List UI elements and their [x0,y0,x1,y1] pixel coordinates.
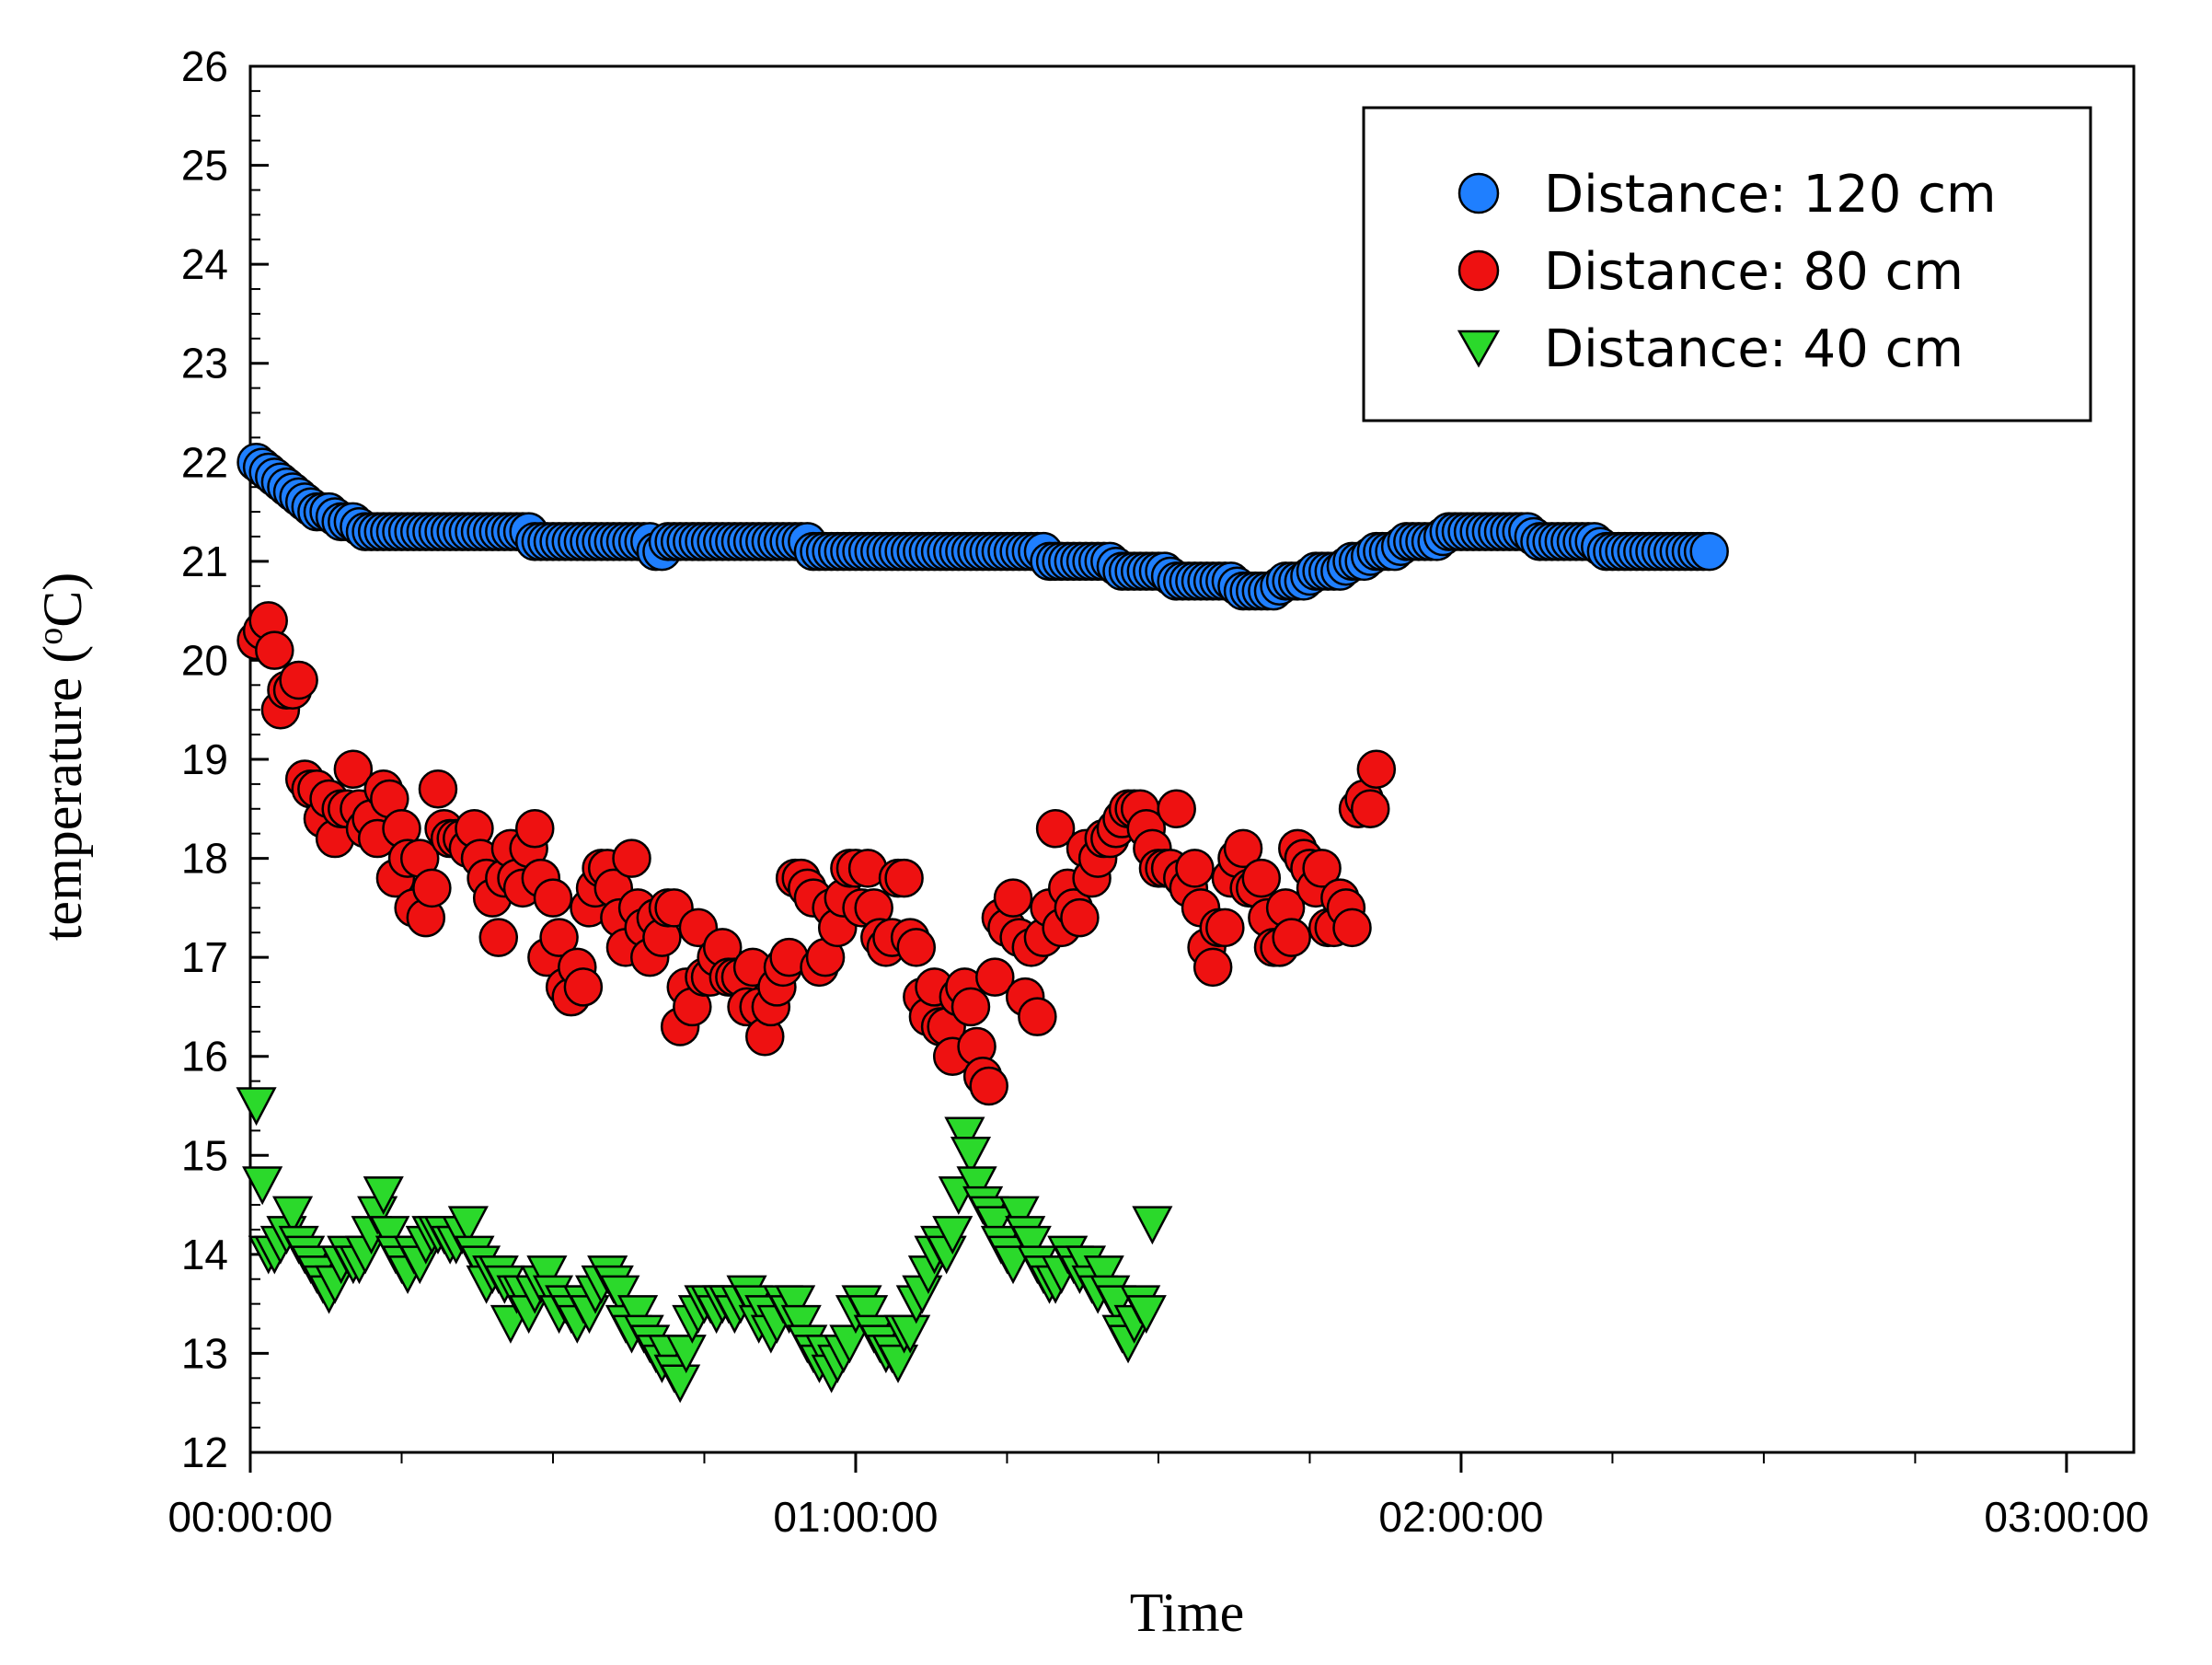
point-80cm [975,957,1015,997]
y-tick-label: 25 [181,142,228,190]
point-80cm [1332,908,1372,948]
y-tick-label: 13 [181,1329,228,1377]
legend-label-120cm: Distance: 120 cm [1544,165,1997,225]
x-axis-title: Time [1130,1582,1245,1643]
y-tick-label: 17 [181,933,228,981]
legend-label-40cm: Distance: 40 cm [1544,319,1964,379]
y-tick-label: 26 [181,42,228,90]
point-40cm [1010,1225,1052,1265]
x-tick-label: 02:00:00 [1378,1493,1543,1541]
legend-marker-80cm [1457,249,1500,292]
point-40cm [1132,1206,1173,1245]
point-80cm [1060,897,1100,938]
point-40cm [526,1255,568,1295]
y-tick-label: 14 [181,1231,228,1278]
point-40cm [271,1196,314,1235]
y-tick-label: 22 [181,438,228,486]
legend-marker-40cm [1457,330,1501,368]
y-tick-label: 19 [181,735,228,783]
x-tick-label: 03:00:00 [1984,1493,2149,1541]
point-40cm [242,1166,283,1206]
y-axis: 12 13 14 15 16 17 18 19 20 21 22 23 24 25 26 [181,42,269,1476]
point-40cm [829,1324,870,1364]
point-40cm [890,1314,931,1354]
point-80cm [884,858,924,898]
point-80cm [1241,858,1282,898]
point-40cm [847,1295,889,1335]
point-40cm [1083,1255,1124,1295]
point-80cm [1350,789,1390,829]
y-tick-label: 18 [181,835,228,883]
y-tick-label: 12 [181,1428,228,1476]
point-80cm [612,838,651,878]
point-80cm [279,660,318,700]
point-40cm [974,1206,1016,1245]
point-40cm [599,1275,640,1314]
point-80cm [993,878,1033,918]
point-40cm [775,1285,816,1324]
y-tick-label: 16 [181,1033,228,1081]
y-tick-label: 21 [181,538,228,585]
x-tick-label: 01:00:00 [773,1493,938,1541]
y-tick-label: 23 [181,340,228,387]
point-80cm [1035,809,1076,849]
y-tick-label: 20 [181,636,228,684]
point-40cm [369,1216,410,1255]
y-tick-label: 15 [181,1131,228,1179]
point-40cm [363,1176,404,1215]
point-80cm [563,967,604,1007]
point-80cm [412,868,452,908]
point-80cm [1272,918,1311,957]
point-40cm [617,1295,659,1335]
point-80cm [539,918,579,957]
point-80cm [1157,789,1196,829]
point-40cm [998,1196,1040,1235]
point-80cm [478,918,519,957]
point-40cm [660,1364,701,1404]
point-80cm [1223,828,1263,869]
point-40cm [780,1304,822,1344]
series-120cm [236,443,1729,611]
point-80cm [1356,749,1397,790]
point-40cm [950,1137,992,1175]
point-40cm [932,1216,974,1255]
point-80cm [418,769,458,809]
point-80cm [533,878,573,918]
point-80cm [255,630,294,670]
point-80cm [1175,849,1215,888]
point-80cm [950,987,991,1027]
point-80cm [1018,997,1057,1036]
x-axis: 00:00:00 01:00:00 02:00:00 03:00:00 [167,1452,2149,1541]
x-tick-label: 00:00:00 [167,1493,332,1541]
point-40cm [447,1206,489,1245]
series-80cm [236,601,1397,1106]
legend: Distance: 120 cm Distance: 80 cm Distanc… [1362,106,2092,422]
point-80cm [514,809,555,849]
point-80cm [896,928,937,967]
y-tick-label: 24 [181,240,228,288]
point-80cm [1205,908,1245,948]
point-40cm [236,1087,277,1127]
point-80cm [969,1066,1008,1106]
point-80cm [1192,947,1233,988]
point-40cm [944,1116,985,1156]
legend-label-80cm: Distance: 80 cm [1544,242,1964,302]
point-40cm [877,1344,919,1383]
point-40cm [956,1166,997,1206]
series-40cm [236,1087,1173,1404]
data-points [236,443,1729,1404]
point-80cm [1302,849,1342,888]
point-40cm [1125,1295,1167,1335]
legend-marker-120cm [1457,172,1500,214]
y-axis-title: temperature (oC) [31,572,93,941]
point-40cm [665,1335,707,1374]
point-120cm [1689,531,1729,572]
point-80cm [333,749,374,790]
